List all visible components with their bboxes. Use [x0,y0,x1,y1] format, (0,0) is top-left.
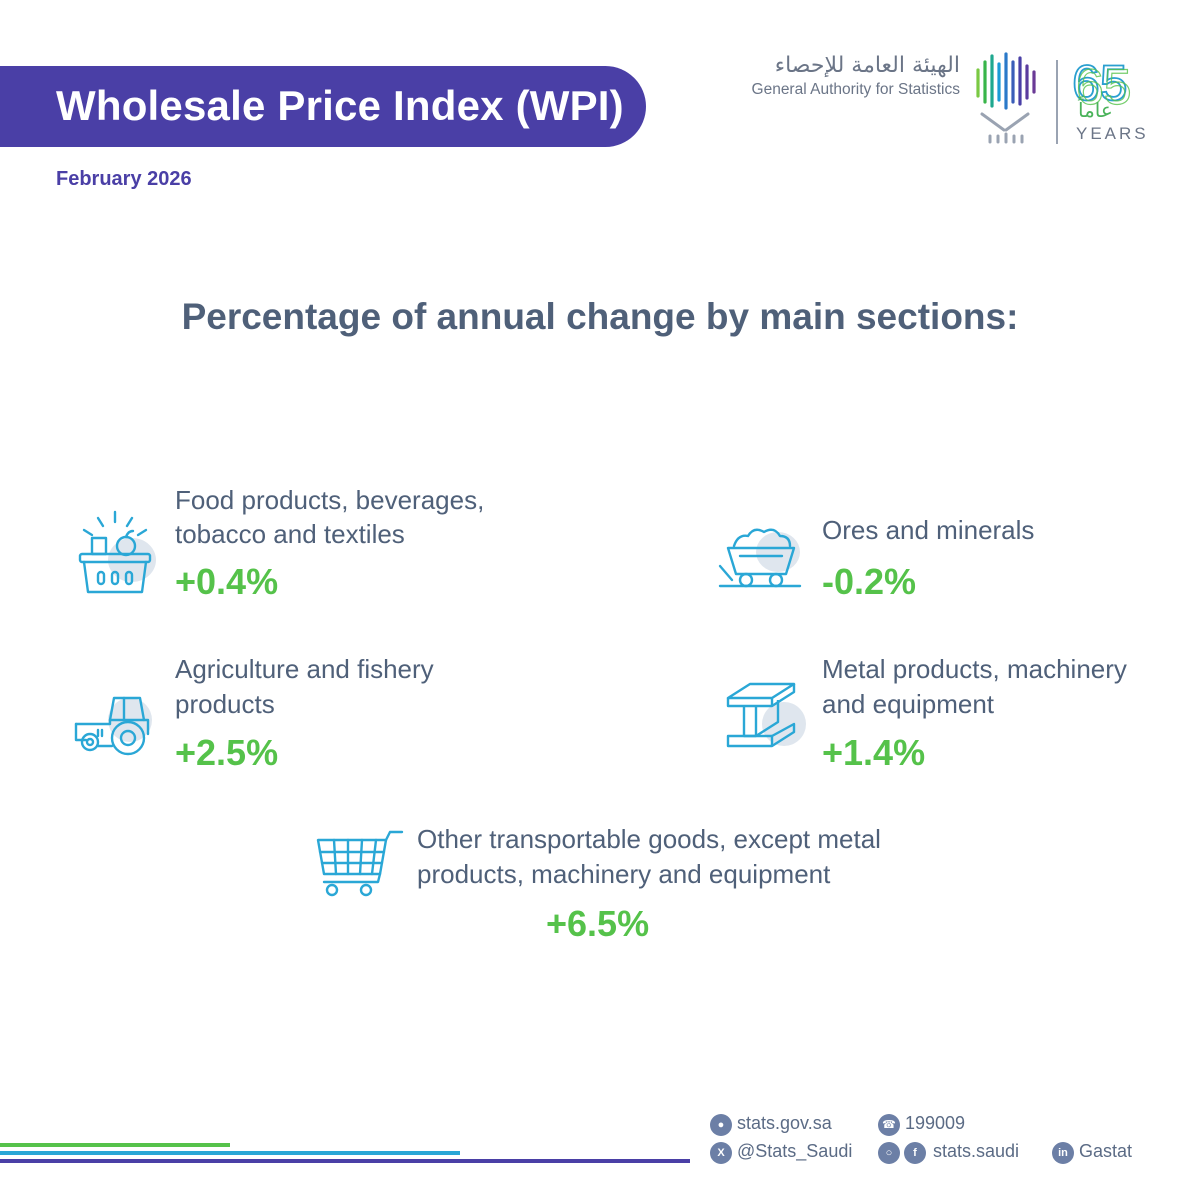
linkedin-icon: in [1052,1142,1074,1164]
anniversary-years: YEARS [1076,124,1149,143]
other-label-line2: products, machinery and equipment [417,859,831,889]
ores-label: Ores and minerals [822,515,1035,545]
other-label-line1: Other transportable goods, except metal [417,824,881,854]
anniversary-number: 65 [1072,55,1128,110]
food-value: +0.4% [175,561,279,602]
logo-arabic-name: الهيئة العامة للإحصاء [774,53,960,78]
footer-blue-line [0,1151,460,1155]
logo-divider [1056,60,1058,144]
logo-english-name: General Authority for Statistics [751,81,960,98]
phone-icon: ☎ [878,1114,900,1136]
footer-website[interactable]: stats.gov.sa [737,1113,832,1133]
footer-twitter[interactable]: @Stats_Saudi [737,1141,853,1161]
title-banner: Wholesale Price Index (WPI) [0,66,646,147]
x-twitter-icon: X [710,1142,732,1164]
mine-cart-icon [718,528,802,588]
section-heading: Percentage of annual change by main sect… [181,296,1019,337]
footer-purple-line [0,1159,690,1163]
tractor-icon [74,696,152,756]
shopping-cart-icon [316,830,404,897]
anniversary-number-echo: 65 [1076,59,1132,110]
other-value: +6.5% [546,903,650,944]
agriculture-label-line2: products [175,689,275,719]
facebook-icon: f [904,1142,926,1164]
metal-label-line2: and equipment [822,689,995,719]
page-title: Wholesale Price Index (WPI) [56,82,624,129]
footer-phone[interactable]: 199009 [905,1113,966,1133]
instagram-icon: ○ [878,1142,900,1164]
food-label-line2: tobacco and textiles [175,519,405,549]
anniversary-65-mark: 65 65 [1071,54,1132,110]
footer-linkedin[interactable]: Gastat [1079,1141,1133,1161]
food-label-line1: Food products, beverages, [175,485,485,515]
footer-green-line [0,1143,230,1147]
gastat-logo-icon [976,52,1036,144]
food-basket-icon [78,510,156,594]
ores-value: -0.2% [822,561,917,602]
agriculture-label-line1: Agriculture and fishery [175,654,434,684]
globe-icon: ● [710,1114,732,1136]
agriculture-value: +2.5% [175,732,279,773]
report-date: February 2026 [56,168,192,190]
footer-social[interactable]: stats.saudi [933,1141,1020,1161]
metal-label-line1: Metal products, machinery [822,654,1127,684]
anniversary-arabic: عاماً [1078,98,1113,122]
steel-beam-icon [726,682,806,748]
metal-value: +1.4% [822,732,926,773]
